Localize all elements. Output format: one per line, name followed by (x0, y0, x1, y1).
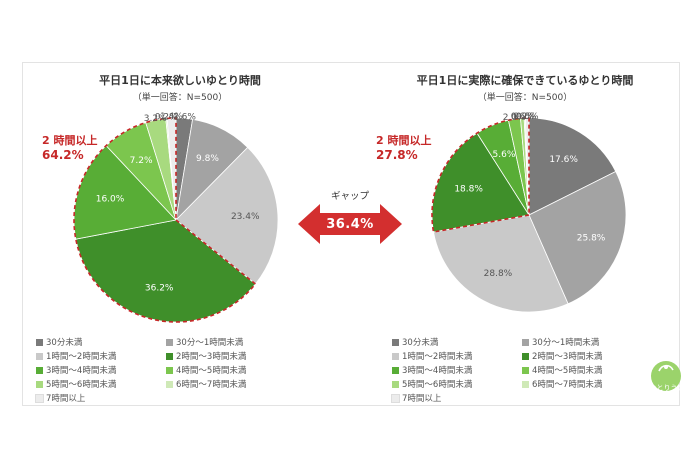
pie-slice (528, 170, 627, 305)
legend-swatch (392, 352, 399, 360)
legend-swatch (166, 366, 173, 374)
legend-label: 30分未満 (402, 338, 439, 348)
legend-item: 7時間以上 (35, 392, 166, 404)
legend-swatch (35, 393, 44, 403)
legend-label: 5時間～6時間未満 (402, 380, 473, 390)
slice-label: 9.8% (196, 154, 219, 164)
legend-item: 2時間～3時間未満 (166, 350, 296, 362)
right-legend: 30分未満 30分～1時間未満 1時間～2時間未満 2時間～3時間未満 3時間～4時間未… (391, 336, 652, 404)
left-highlight-label: 2 時間以上 (42, 134, 98, 147)
legend-swatch (36, 338, 43, 346)
slice-label: 0.2% (155, 112, 178, 122)
left-highlight: 2 時間以上 64.2% (42, 134, 97, 162)
legend-label: 4時間～5時間未満 (176, 366, 247, 376)
right-pie-chart: 17.6% 25.8% 28.8% 18.8% 5.6% 2.0%0.6%0.2%0.6% (431, 112, 627, 313)
slice-label: 7.2% (130, 156, 153, 166)
pie-slice (433, 214, 569, 313)
legend-label: 6時間～7時間未満 (176, 380, 247, 390)
slice-label: 5.6% (493, 150, 516, 160)
pie-slice (175, 146, 279, 285)
legend-label: 2時間～3時間未満 (176, 352, 247, 362)
right-highlight-value: 27.8% (376, 148, 418, 162)
double-arrow-icon (298, 204, 402, 244)
right-highlight: 2 時間以上 27.8% (376, 134, 431, 162)
gap-indicator: ギャップ 36.4% (296, 188, 404, 262)
logo-text: ゆとりうむ (649, 384, 685, 392)
legend-label: 3時間～4時間未満 (402, 366, 473, 376)
legend-label: 6時間～7時間未満 (532, 380, 603, 390)
legend-item: 5時間～6時間未満 (36, 378, 166, 390)
legend-swatch (522, 352, 529, 360)
legend-label: 30分未満 (46, 338, 83, 348)
legend-item: 30分未満 (36, 336, 166, 348)
highlight-outline (73, 117, 257, 323)
legend-swatch (166, 380, 173, 388)
legend-swatch (391, 393, 400, 403)
legend-label: 7時間以上 (402, 394, 442, 404)
legend-swatch (36, 352, 43, 360)
legend-swatch (522, 366, 529, 374)
left-legend: 30分未満 30分～1時間未満 1時間～2時間未満 2時間～3時間未満 3時間～4時間未… (35, 336, 296, 404)
legend-item: 1時間～2時間未満 (36, 350, 166, 362)
left-highlight-value: 64.2% (42, 148, 84, 162)
gap-value: 36.4% (326, 217, 374, 232)
slice-label: 17.6% (549, 155, 578, 165)
legend-swatch (392, 380, 399, 388)
legend-swatch (36, 380, 43, 388)
legend-item: 30分～1時間未満 (166, 336, 296, 348)
legend-item: 3時間～4時間未満 (36, 364, 166, 376)
legend-label: 7時間以上 (46, 394, 86, 404)
legend-swatch (522, 338, 529, 346)
legend-label: 4時間～5時間未満 (532, 366, 603, 376)
legend-item: 6時間～7時間未満 (522, 378, 652, 390)
legend-label: 3時間～4時間未満 (46, 366, 117, 376)
gap-label: ギャップ (330, 191, 369, 202)
legend-label: 2時間～3時間未満 (532, 352, 603, 362)
slice-label: 0.6% (516, 112, 539, 122)
slice-label: 28.8% (484, 269, 513, 279)
legend-item: 30分未満 (392, 336, 522, 348)
highlight-outline (431, 117, 530, 233)
legend-item: 7時間以上 (391, 392, 522, 404)
legend-item: 4時間～5時間未満 (522, 364, 652, 376)
legend-item: 3時間～4時間未満 (392, 364, 522, 376)
slice-label: 2.0% (503, 113, 526, 123)
slice-label: 36.2% (145, 283, 174, 293)
left-chart-subtitle: （単一回答：N=500） (132, 93, 228, 103)
legend-swatch (392, 366, 399, 374)
legend-label: 5時間～6時間未満 (46, 380, 117, 390)
slice-label: 2.6% (173, 112, 196, 122)
legend-label: 1時間～2時間未満 (46, 352, 117, 362)
legend-label: 30分～1時間未満 (176, 338, 244, 348)
legend-swatch (392, 338, 399, 346)
legend-swatch (166, 338, 173, 346)
slice-label: 16.0% (96, 195, 125, 205)
slice-label: 3.2% (144, 114, 167, 124)
right-chart-subtitle: （単一回答：N=500） (477, 93, 573, 103)
slice-label: 25.8% (577, 233, 606, 243)
legend-item: 6時間～7時間未満 (166, 378, 296, 390)
legend-label: 30分～1時間未満 (532, 338, 600, 348)
pie-slice (528, 117, 617, 216)
legend-item: 5時間～6時間未満 (392, 378, 522, 390)
legend-swatch (166, 352, 173, 360)
yutorium-logo (651, 361, 681, 391)
legend-label: 1時間～2時間未満 (402, 352, 473, 362)
legend-item: 30分～1時間未満 (522, 336, 652, 348)
slice-label: 23.4% (231, 212, 260, 222)
right-chart-title: 平日1日に実際に確保できているゆとり時間 (416, 74, 634, 87)
right-highlight-label: 2 時間以上 (376, 134, 432, 147)
legend-swatch (36, 366, 43, 374)
slice-label: 1.4% (160, 112, 183, 122)
legend-item: 2時間～3時間未満 (522, 350, 652, 362)
slice-label: 0.6% (511, 112, 534, 122)
slice-label: 18.8% (454, 184, 483, 194)
legend-swatch (522, 380, 529, 388)
slice-label: 0.2% (513, 112, 536, 122)
legend-item: 1時間～2時間未満 (392, 350, 522, 362)
left-chart-title: 平日1日に本来欲しいゆとり時間 (99, 74, 261, 87)
legend-item: 4時間～5時間未満 (166, 364, 296, 376)
left-pie-chart: 2.6% 9.8% 23.4% 36.2% 16.0% 7.2% 3.2%0.2%1.4% (73, 112, 279, 323)
